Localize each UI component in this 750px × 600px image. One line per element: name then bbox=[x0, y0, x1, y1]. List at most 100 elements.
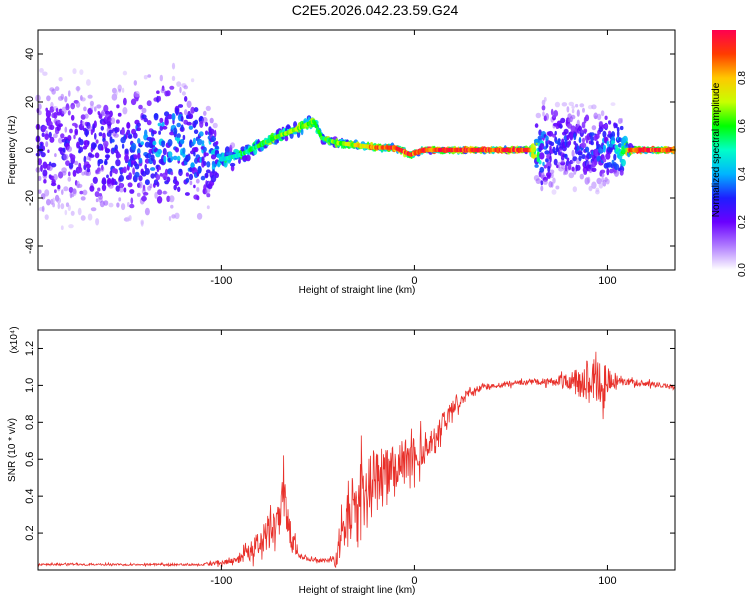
spectrogram-cell bbox=[37, 189, 42, 194]
spectrogram-cell bbox=[37, 110, 42, 116]
spectrogram-cell bbox=[85, 163, 91, 169]
spectrogram-cell bbox=[68, 162, 74, 169]
spectrogram-cell bbox=[596, 140, 599, 146]
spectrogram-cell bbox=[211, 135, 216, 142]
spectrogram-cell bbox=[146, 120, 152, 126]
spectrogram-cell bbox=[570, 114, 576, 120]
spectrogram-cell bbox=[300, 128, 304, 136]
spectrogram-cell bbox=[190, 106, 195, 114]
spectrogram-cell bbox=[159, 173, 163, 177]
spectrogram-cell bbox=[136, 122, 141, 128]
spectrogram-cell bbox=[97, 187, 101, 192]
spectrogram-cell bbox=[154, 191, 158, 199]
spectrogram-cell bbox=[580, 142, 587, 149]
spectrogram-cell bbox=[133, 132, 138, 139]
spectrogram-cell bbox=[64, 209, 68, 216]
spectrogram-cell bbox=[563, 128, 569, 135]
spectrogram-cell bbox=[543, 164, 547, 169]
spectrogram-cell bbox=[128, 172, 133, 180]
spectrogram-cell bbox=[151, 130, 157, 135]
spectrogram-cell bbox=[54, 189, 57, 194]
spectrogram-cell bbox=[175, 147, 179, 153]
spectrogram-cell bbox=[576, 164, 581, 171]
spectrogram-cell bbox=[174, 212, 180, 219]
spectrogram-cell bbox=[591, 125, 597, 131]
spectrogram-cell bbox=[175, 108, 179, 116]
spectrogram-cell bbox=[579, 173, 584, 180]
spectrogram-cell bbox=[564, 153, 568, 160]
spectrogram-cell bbox=[581, 154, 586, 160]
spectrogram-cell bbox=[67, 135, 72, 142]
spectrogram-cell bbox=[86, 79, 91, 86]
spectrogram-cell bbox=[177, 186, 181, 192]
spectrogram-cell bbox=[118, 197, 122, 202]
spectrogram-cell bbox=[215, 141, 219, 145]
spectrogram-cell bbox=[60, 93, 65, 100]
spectrogram-cell bbox=[44, 214, 49, 220]
spectrogram-cell bbox=[160, 88, 166, 94]
spectrogram-cell bbox=[214, 172, 219, 178]
spectrogram-cell bbox=[196, 187, 200, 192]
spectrogram-cell bbox=[581, 121, 586, 128]
spectrogram-cell bbox=[575, 103, 579, 108]
spectrogram-cell bbox=[118, 153, 122, 158]
spectrogram-cell bbox=[70, 154, 76, 161]
spectrogram-cell bbox=[79, 190, 84, 195]
spectrogram-cell bbox=[74, 160, 79, 166]
y-tick-label: 0.4 bbox=[24, 489, 36, 504]
spectrogram-cell bbox=[37, 175, 42, 181]
spectrogram-cell bbox=[96, 167, 101, 175]
spectrogram-cell bbox=[167, 151, 173, 158]
x-tick-label: 0 bbox=[411, 275, 417, 287]
spectrogram-cell bbox=[103, 140, 109, 147]
spectrogram-cell bbox=[100, 166, 105, 172]
spectrogram-cell bbox=[97, 159, 104, 164]
spectrogram-cell bbox=[192, 137, 196, 145]
spectrogram-cell bbox=[68, 186, 74, 193]
spectrogram-cell bbox=[53, 133, 58, 139]
spectrogram-cell bbox=[603, 146, 606, 153]
spectrogram-cell bbox=[143, 192, 149, 196]
spectrogram-cell bbox=[72, 68, 77, 75]
spectrogram-cell bbox=[542, 179, 548, 185]
spectrogram-cell bbox=[210, 174, 217, 183]
spectrogram-cell bbox=[75, 86, 81, 92]
spectrogram-cell bbox=[138, 157, 143, 164]
spectrogram-cell bbox=[554, 130, 557, 136]
spectrogram-cell bbox=[610, 140, 616, 145]
spectrogram-cell bbox=[123, 187, 127, 193]
spectrogram-cell bbox=[124, 154, 130, 162]
snr-y-ticks: 0.2 0.4 0.6 0.8 1.0 1.2 bbox=[24, 341, 675, 541]
spectrogram-cell bbox=[615, 123, 618, 128]
spectrogram-cell bbox=[554, 101, 561, 108]
spectrogram-cell bbox=[170, 171, 174, 176]
spectrogram-cell bbox=[50, 162, 57, 168]
spectrogram-cell bbox=[132, 167, 136, 175]
spectrogram-cell bbox=[550, 169, 555, 174]
spectrogram-cell bbox=[185, 172, 189, 177]
spectrogram-cell bbox=[67, 176, 72, 182]
spectrogram-cell bbox=[182, 152, 186, 158]
spectrogram-cell bbox=[104, 158, 108, 165]
spectrogram-cell bbox=[169, 85, 175, 90]
spectrogram-cell bbox=[64, 96, 68, 103]
snr-y-axis-label: SNR (10 * v/v) bbox=[7, 418, 18, 482]
spectrogram-cell bbox=[604, 123, 609, 129]
spectrogram-cell bbox=[67, 204, 71, 211]
spectrogram-cell bbox=[551, 189, 557, 195]
spectrogram-cell bbox=[535, 112, 541, 119]
spectrogram-cell bbox=[557, 161, 561, 169]
spectrogram-cell bbox=[158, 95, 162, 102]
spectrogram-panel: -100 0 100 -40 -20 0 20 40 Height of straight … bbox=[7, 29, 677, 296]
spectrogram-cell bbox=[90, 103, 94, 110]
spectrogram-cell bbox=[194, 119, 199, 125]
spectrogram-cell bbox=[535, 178, 541, 185]
spectrogram-cell bbox=[156, 196, 163, 204]
spectrogram-cell bbox=[534, 123, 539, 128]
spectrogram-cell bbox=[127, 134, 133, 139]
spectrogram-cell bbox=[109, 110, 113, 118]
spectrogram-cell bbox=[578, 155, 582, 161]
y-tick-label: -20 bbox=[24, 190, 36, 206]
spectrogram-cell bbox=[143, 117, 148, 123]
spectrogram-cell bbox=[201, 140, 205, 145]
